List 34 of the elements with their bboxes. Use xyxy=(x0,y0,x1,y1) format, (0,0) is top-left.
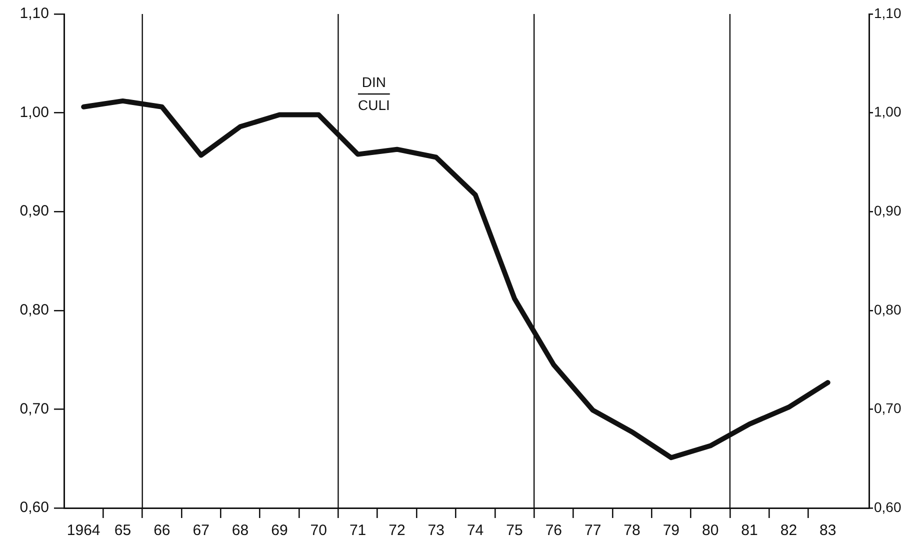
x-tick-label: 81 xyxy=(741,522,758,540)
y2-tick-label: 1,10 xyxy=(874,4,902,21)
x-tick-label: 67 xyxy=(192,522,210,540)
y2-tick-label: 0,60 xyxy=(874,498,902,515)
x-tick-label: 83 xyxy=(820,522,836,540)
y2-tick-label: 0,80 xyxy=(874,301,902,318)
annotation: CULI xyxy=(358,96,390,113)
x-tick-label: 70 xyxy=(310,522,327,540)
x-tick-label: 76 xyxy=(545,522,562,540)
x-tick-label: 68 xyxy=(232,522,249,540)
x-tick-label: 74 xyxy=(466,522,484,540)
x-tick-label: 71 xyxy=(349,522,366,540)
y-tick-label: 0,70 xyxy=(20,400,49,418)
x-tick-label: 78 xyxy=(624,522,640,540)
x-tick-label: 77 xyxy=(584,522,602,540)
y2-tick-label: 0,70 xyxy=(874,400,902,416)
x-tick-label: 75 xyxy=(506,522,523,540)
x-tick-label: 82 xyxy=(780,522,798,540)
x-tick-label: 72 xyxy=(388,522,406,540)
x-tick-label: 66 xyxy=(154,522,170,540)
x-tick-label: 80 xyxy=(702,522,719,540)
x-tick-label: 79 xyxy=(662,522,680,540)
y2-tick-label: 0,90 xyxy=(874,202,902,218)
y-tick-label: 0,60 xyxy=(20,499,49,516)
y-tick-label: 1,10 xyxy=(20,5,49,22)
y2-tick-label: 1,00 xyxy=(874,104,902,120)
y-tick-label: 0,90 xyxy=(20,202,49,220)
x-tick-label: 69 xyxy=(271,522,288,540)
annotation: DIN xyxy=(362,74,386,90)
y-tick-label: 1,00 xyxy=(20,104,49,121)
x-tick-label: 1964 xyxy=(66,522,100,540)
y-tick-label: 0,80 xyxy=(20,302,49,319)
x-tick-label: 65 xyxy=(114,522,132,540)
x-tick-label: 73 xyxy=(428,522,444,540)
